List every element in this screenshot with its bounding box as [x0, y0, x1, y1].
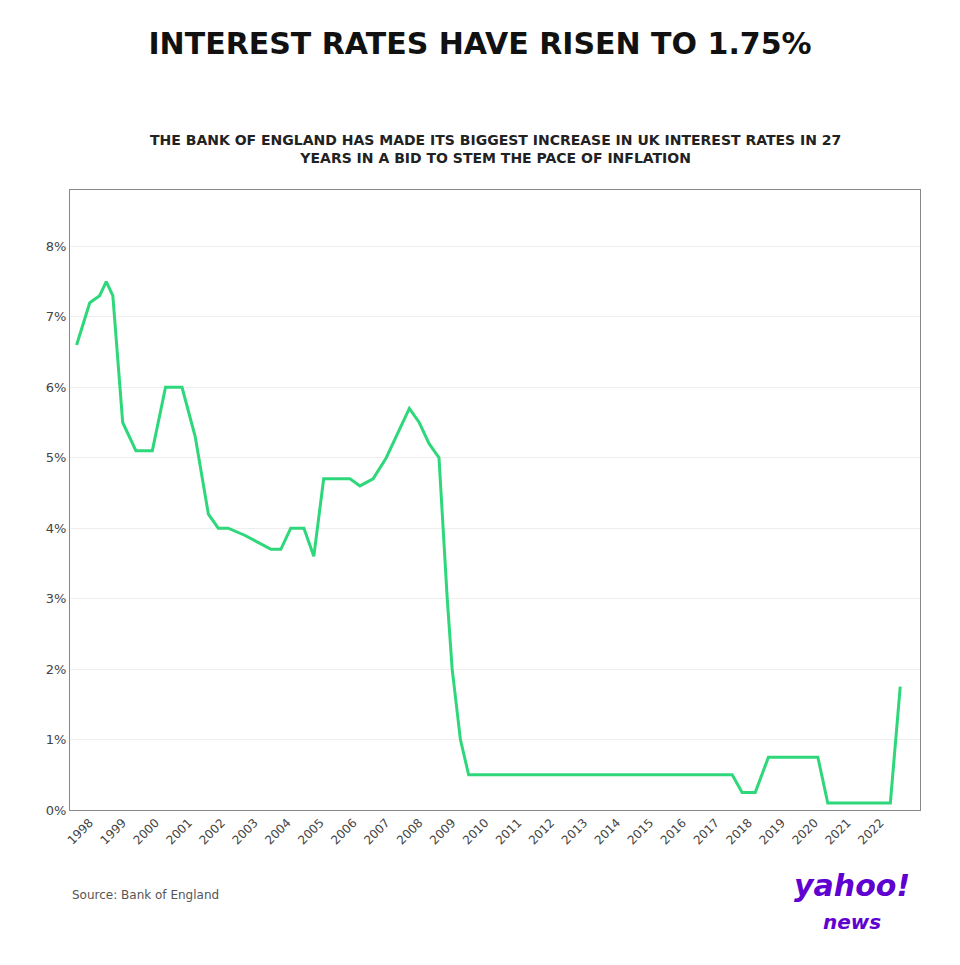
svg-text:2007: 2007 [361, 816, 392, 847]
svg-text:Source: Bank of England: Source: Bank of England [72, 888, 219, 902]
svg-text:2004: 2004 [262, 816, 293, 847]
svg-text:2018: 2018 [724, 816, 755, 847]
svg-text:yahoo!: yahoo! [794, 868, 910, 903]
svg-text:2010: 2010 [460, 816, 491, 847]
svg-text:2022: 2022 [855, 816, 886, 847]
svg-text:6%: 6% [46, 380, 67, 395]
svg-text:2016: 2016 [658, 816, 689, 847]
svg-text:THE BANK OF ENGLAND HAS MADE I: THE BANK OF ENGLAND HAS MADE ITS BIGGEST… [150, 132, 841, 166]
svg-text:2008: 2008 [394, 816, 425, 847]
svg-text:2002: 2002 [196, 816, 227, 847]
svg-text:2020: 2020 [789, 816, 820, 847]
svg-text:2005: 2005 [295, 816, 326, 847]
svg-text:1998: 1998 [65, 816, 96, 847]
svg-text:2012: 2012 [526, 816, 557, 847]
svg-text:2011: 2011 [493, 816, 524, 847]
svg-text:INTEREST RATES HAVE RISEN TO 1: INTEREST RATES HAVE RISEN TO 1.75% [148, 26, 811, 61]
svg-text:2021: 2021 [822, 816, 853, 847]
svg-text:8%: 8% [46, 239, 67, 254]
svg-text:2013: 2013 [559, 816, 590, 847]
svg-text:5%: 5% [46, 450, 67, 465]
svg-text:1%: 1% [46, 732, 67, 747]
svg-text:1999: 1999 [98, 816, 129, 847]
svg-text:2017: 2017 [691, 816, 722, 847]
svg-text:2014: 2014 [592, 816, 623, 847]
svg-text:news: news [823, 910, 881, 934]
svg-text:4%: 4% [46, 521, 67, 536]
svg-text:2009: 2009 [427, 816, 458, 847]
svg-text:2019: 2019 [756, 816, 787, 847]
svg-text:2003: 2003 [229, 816, 260, 847]
svg-text:2006: 2006 [328, 816, 359, 847]
svg-text:2015: 2015 [625, 816, 656, 847]
svg-text:0%: 0% [46, 803, 67, 818]
svg-text:7%: 7% [46, 309, 67, 324]
svg-text:2001: 2001 [163, 816, 194, 847]
svg-text:2%: 2% [46, 662, 67, 677]
svg-text:3%: 3% [46, 591, 67, 606]
svg-text:2000: 2000 [131, 816, 162, 847]
